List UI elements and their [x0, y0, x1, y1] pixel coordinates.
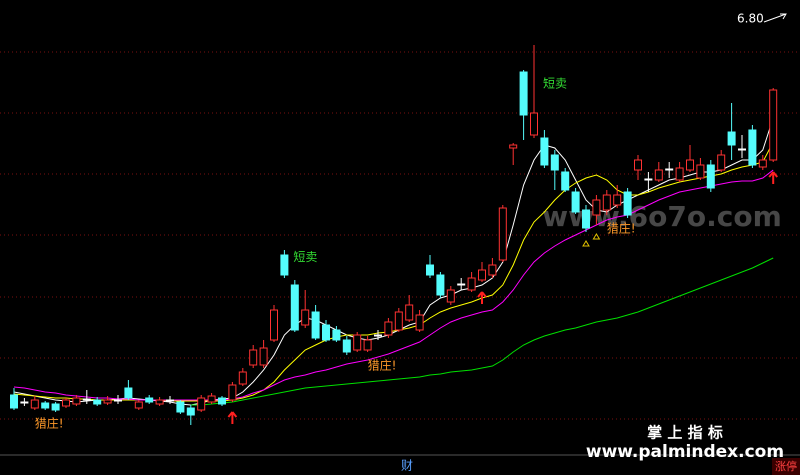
candle-body: [176, 401, 185, 413]
candle-body: [644, 178, 653, 181]
candle-body: [207, 395, 216, 403]
candle-body: [748, 129, 757, 166]
candle-body: [405, 304, 414, 321]
candle-body: [301, 309, 310, 326]
signal-triangle: [592, 233, 601, 240]
signal-label: 猎庄!: [607, 221, 636, 236]
candle-body: [374, 334, 382, 337]
candle-body: [20, 401, 29, 404]
candle-body: [426, 264, 434, 276]
candle-body: [758, 159, 767, 168]
candle-body: [623, 191, 632, 216]
candle-body: [509, 144, 518, 149]
watermark: www.palmindex.com: [586, 442, 784, 462]
signal-label: 短卖: [293, 250, 317, 264]
candle-body: [738, 148, 746, 151]
candle-body: [550, 154, 559, 171]
candle-body: [353, 334, 362, 351]
up-arrow: [477, 291, 487, 304]
candle-body: [457, 283, 466, 286]
candle-body: [686, 159, 694, 171]
moving-average-line: [13, 169, 774, 401]
candle-body: [290, 284, 299, 331]
candle-body: [114, 399, 122, 402]
signal-label: 猎庄!: [35, 416, 64, 431]
candle-body: [519, 71, 528, 116]
signal-label: 短卖: [543, 77, 567, 91]
candle-body: [592, 199, 601, 216]
price-arrow: [763, 13, 787, 23]
candle-body: [415, 314, 424, 331]
candle-body: [249, 349, 258, 366]
signal-triangle: [582, 240, 590, 247]
candle-body: [394, 311, 403, 331]
up-arrow: [768, 171, 778, 184]
up-arrow: [227, 411, 238, 424]
candle-body: [540, 137, 549, 166]
footer-label: 涨停: [775, 459, 797, 473]
candle-body: [488, 264, 497, 276]
candle-body: [10, 394, 18, 409]
candle-body: [363, 339, 372, 351]
watermark: 掌 上 指 标: [647, 424, 723, 442]
candle-body: [467, 277, 476, 291]
candle-body: [613, 194, 622, 206]
candle-body: [665, 168, 674, 171]
candle-body: [82, 398, 91, 401]
candle-body: [675, 167, 684, 181]
candle-body: [270, 309, 278, 341]
candle-body: [436, 274, 445, 296]
candle-body: [561, 171, 570, 191]
moving-average-line: [190, 257, 774, 406]
moving-average-line: [13, 117, 774, 406]
candle-body: [62, 399, 70, 407]
candle-body: [332, 329, 341, 341]
candle-body: [582, 209, 590, 229]
candle-body: [717, 154, 726, 171]
candle-body: [155, 399, 164, 405]
candle-body: [530, 112, 538, 136]
candle-body: [478, 269, 486, 281]
candle-body: [446, 289, 455, 303]
candle-body: [134, 401, 143, 409]
candle-body: [30, 399, 39, 409]
candle-body: [72, 397, 81, 405]
candle-body: [311, 311, 320, 339]
candle-body: [259, 347, 268, 366]
footer-box: [772, 458, 800, 475]
candle-body: [602, 194, 611, 211]
candle-body: [384, 321, 393, 336]
candle-body: [571, 191, 580, 213]
candle-body: [93, 399, 102, 405]
candle-body: [186, 407, 195, 416]
candle-body: [634, 159, 642, 171]
candle-body: [103, 399, 112, 404]
candle-body: [706, 164, 715, 189]
candle-body: [145, 397, 154, 403]
candle-body: [218, 397, 226, 405]
candle-body: [41, 402, 50, 409]
candle-body: [654, 169, 663, 181]
footer-label: 财: [401, 459, 413, 473]
candle-body: [166, 399, 174, 402]
candle-body: [280, 254, 289, 276]
price-label: 6.80: [737, 12, 764, 26]
candle-body: [51, 403, 60, 411]
candle-body: [696, 164, 705, 179]
candle-body: [342, 339, 351, 353]
candle-body: [238, 371, 247, 385]
candle-body: [769, 89, 778, 161]
candle-body: [498, 207, 507, 261]
candle-body: [197, 397, 206, 411]
candle-body: [124, 387, 133, 399]
candle-body: [228, 384, 237, 401]
candle-body: [727, 131, 736, 146]
candle-body: [322, 324, 330, 341]
signal-label: 猎庄!: [368, 358, 397, 373]
